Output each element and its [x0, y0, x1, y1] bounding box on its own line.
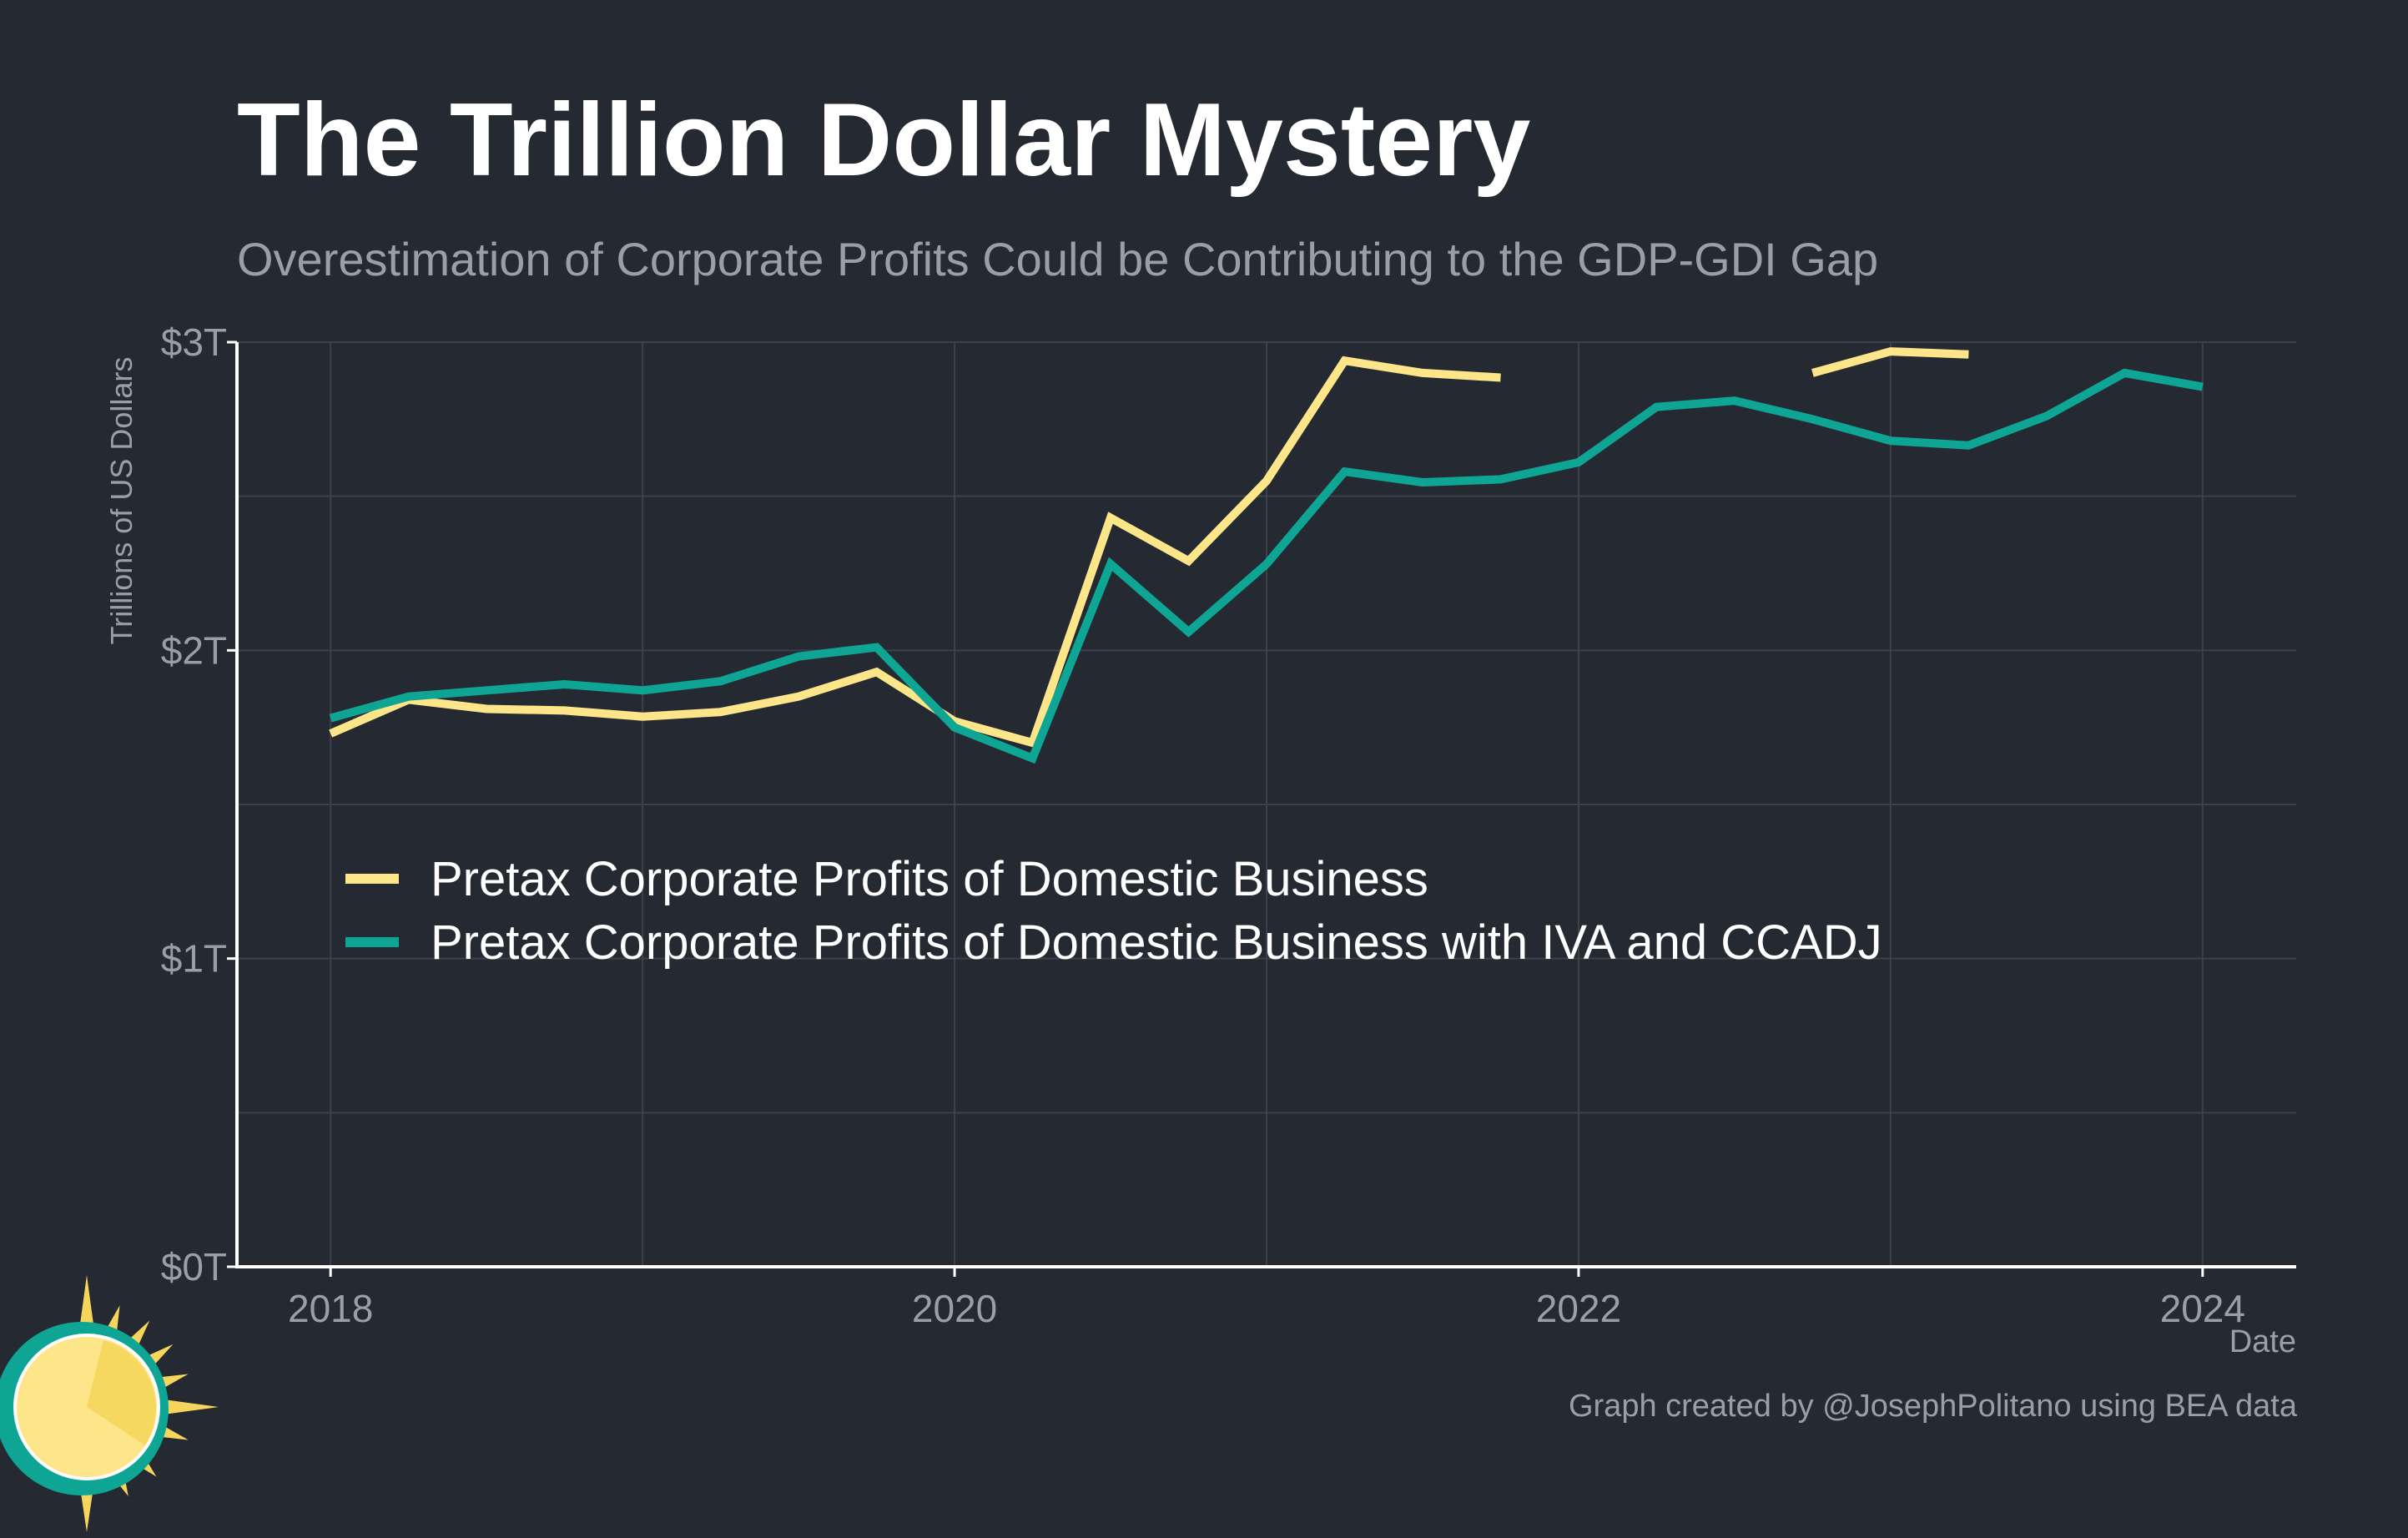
chart-subtitle: Overestimation of Corporate Profits Coul… [237, 233, 1879, 285]
gridlines [237, 341, 2296, 1268]
x-tick-label: 2018 [288, 1287, 373, 1330]
y-axis-title: Trillions of US Dollars [104, 357, 139, 645]
y-tick-label: $3T [161, 320, 227, 364]
legend: Pretax Corporate Profits of Domestic Bus… [345, 852, 1882, 970]
x-tick-label: 2024 [2160, 1287, 2245, 1330]
series-line-2 [329, 368, 2204, 764]
source-credit: Graph created by @JosephPolitano using B… [1568, 1389, 2297, 1424]
legend-label-2: Pretax Corporate Profits of Domestic Bus… [431, 915, 1882, 970]
series-line-1 [329, 356, 1501, 749]
series-lines [329, 347, 2204, 764]
y-tick-label: $0T [161, 1245, 227, 1288]
x-axis-title: Date [2229, 1324, 2296, 1359]
y-tick-label: $1T [161, 937, 227, 981]
x-tick-label: 2020 [912, 1287, 997, 1330]
axes: $0T $1T $2T $3T 2018 2020 2022 2024 Trillions of… [104, 320, 2296, 1359]
x-tick-label: 2022 [1536, 1287, 1621, 1330]
sun-highlight [87, 1340, 156, 1445]
series-line-1 [1811, 347, 1969, 377]
y-tick-label: $2T [161, 628, 227, 672]
sun-logo-icon [0, 1275, 219, 1532]
legend-label-1: Pretax Corporate Profits of Domestic Bus… [431, 852, 1428, 906]
chart-title: The Trillion Dollar Mystery [237, 83, 1531, 198]
